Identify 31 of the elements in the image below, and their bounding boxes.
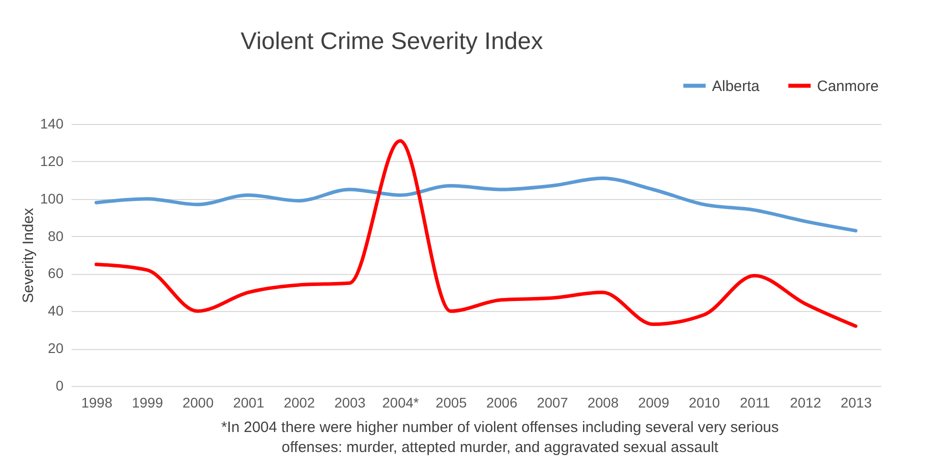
x-tick-label: 2002 (284, 394, 316, 410)
x-tick-label: 2004* (382, 394, 420, 410)
line-series (94, 139, 858, 328)
x-tick-label: 2001 (233, 394, 264, 410)
x-tick-label: 2012 (790, 394, 822, 410)
x-tick-label: 1999 (132, 394, 164, 410)
x-tick-label: 2006 (486, 394, 518, 410)
x-tick-label: 1998 (81, 394, 113, 410)
x-tick-label: 2007 (536, 394, 568, 410)
y-tick-label: 80 (48, 228, 64, 244)
y-tick-label: 120 (40, 152, 64, 169)
x-tick-label: 2009 (638, 394, 670, 410)
x-tick-label: 2003 (334, 394, 366, 410)
y-tick-label: 0 (56, 378, 64, 394)
x-tick-label: 2000 (182, 394, 214, 410)
y-tick-label: 40 (48, 302, 64, 319)
y-tick-label: 20 (48, 340, 64, 356)
x-tick-label: 2008 (587, 394, 619, 410)
x-tick-label: 2010 (688, 394, 720, 410)
text: *In 2004 there were higher number of violent offenses including several very serious offenses: murder, attepted murder, and aggravated sexual assault (220, 418, 780, 458)
x-tick-label: 2013 (840, 394, 872, 410)
y-tick-label: 140 (40, 116, 64, 132)
chart-title: Violent Crime Severity Index (240, 28, 543, 55)
line-series (94, 176, 858, 232)
legend-label: Canmore (817, 78, 879, 95)
y-tick-label: 100 (40, 190, 64, 206)
x-tick-label: 2011 (740, 394, 770, 410)
legend-label: Alberta (712, 78, 760, 95)
y-tick-label: 60 (48, 265, 64, 282)
y-axis-title: Severity Index (20, 207, 38, 304)
x-tick-label: 2005 (436, 394, 467, 410)
